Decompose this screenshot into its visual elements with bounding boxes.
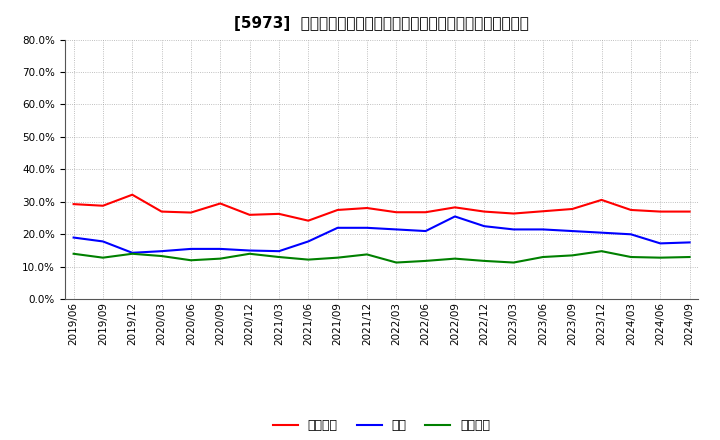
買入債務	[246, 251, 254, 257]
売上債権	[480, 209, 489, 214]
在庫	[626, 231, 635, 237]
在庫	[598, 230, 606, 235]
在庫	[304, 239, 312, 244]
買入債務	[539, 254, 547, 260]
売上債権	[392, 209, 400, 215]
買入債務	[392, 260, 400, 265]
買入債務	[509, 260, 518, 265]
在庫	[539, 227, 547, 232]
Line: 売上債権: 売上債権	[73, 195, 690, 221]
在庫	[451, 214, 459, 219]
売上債権	[274, 211, 283, 216]
在庫	[363, 225, 372, 231]
売上債権	[128, 192, 137, 198]
在庫	[421, 228, 430, 234]
売上債権	[568, 206, 577, 212]
在庫	[274, 249, 283, 254]
売上債権	[99, 203, 107, 209]
売上債権	[539, 209, 547, 214]
買入債務	[128, 251, 137, 257]
在庫	[685, 240, 694, 245]
売上債権	[598, 197, 606, 202]
売上債権	[69, 202, 78, 207]
買入債務	[421, 258, 430, 264]
Legend: 売上債権, 在庫, 買入債務: 売上債権, 在庫, 買入債務	[268, 414, 495, 437]
売上債権	[246, 212, 254, 217]
売上債権	[685, 209, 694, 214]
買入債務	[480, 258, 489, 264]
在庫	[509, 227, 518, 232]
売上債権	[656, 209, 665, 214]
売上債権	[421, 209, 430, 215]
買入債務	[333, 255, 342, 260]
売上債権	[509, 211, 518, 216]
買入債務	[685, 254, 694, 260]
Line: 買入債務: 買入債務	[73, 251, 690, 263]
売上債権	[186, 210, 195, 215]
在庫	[392, 227, 400, 232]
買入債務	[626, 254, 635, 260]
在庫	[246, 248, 254, 253]
在庫	[656, 241, 665, 246]
売上債権	[451, 205, 459, 210]
Title: [5973]  売上債権、在庫、買入債務の総資産に対する比率の推移: [5973] 売上債権、在庫、買入債務の総資産に対する比率の推移	[234, 16, 529, 32]
買入債務	[363, 252, 372, 257]
在庫	[128, 250, 137, 256]
在庫	[333, 225, 342, 231]
買入債務	[157, 253, 166, 259]
買入債務	[216, 256, 225, 261]
売上債権	[333, 207, 342, 213]
買入債務	[304, 257, 312, 262]
在庫	[186, 246, 195, 252]
買入債務	[69, 251, 78, 257]
在庫	[216, 246, 225, 252]
在庫	[568, 228, 577, 234]
在庫	[69, 235, 78, 240]
在庫	[157, 249, 166, 254]
Line: 在庫: 在庫	[73, 216, 690, 253]
売上債権	[304, 218, 312, 224]
在庫	[480, 224, 489, 229]
買入債務	[451, 256, 459, 261]
買入債務	[598, 249, 606, 254]
売上債権	[216, 201, 225, 206]
買入債務	[656, 255, 665, 260]
買入債務	[186, 258, 195, 263]
在庫	[99, 239, 107, 244]
売上債権	[157, 209, 166, 214]
買入債務	[274, 254, 283, 260]
買入債務	[99, 255, 107, 260]
売上債権	[363, 205, 372, 211]
買入債務	[568, 253, 577, 258]
売上債権	[626, 207, 635, 213]
